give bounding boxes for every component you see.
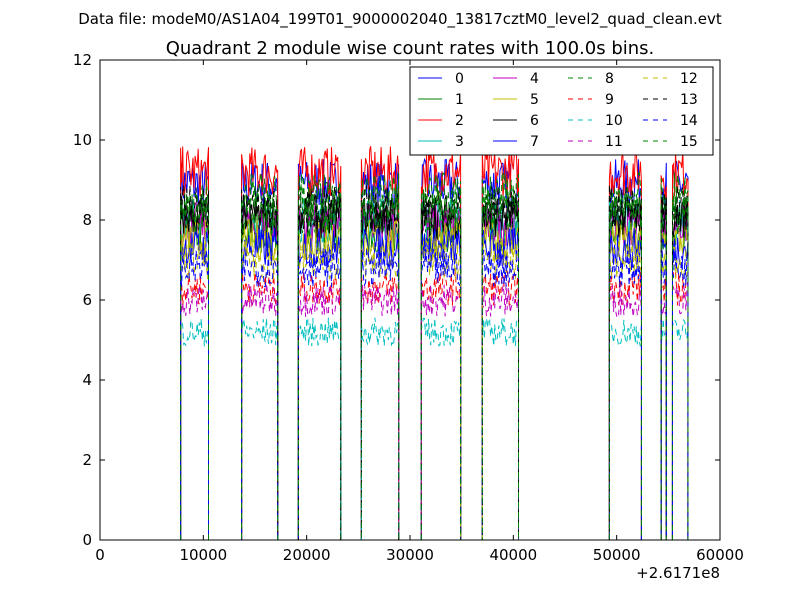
series-line-5 xyxy=(100,218,720,541)
data-file-header: Data file: modeM0/AS1A04_199T01_90000020… xyxy=(78,10,722,29)
legend-label: 2 xyxy=(455,113,464,129)
y-tick-label: 6 xyxy=(82,291,92,309)
chart-title: Quadrant 2 module wise count rates with … xyxy=(166,38,655,59)
legend-box xyxy=(409,66,714,156)
x-tick-label: 50000 xyxy=(593,546,641,564)
y-tick-label: 8 xyxy=(82,211,92,229)
x-tick-label: 60000 xyxy=(696,546,744,564)
series-line-12 xyxy=(100,238,720,541)
series-line-15 xyxy=(100,171,720,541)
series-line-13 xyxy=(100,184,720,541)
legend-label: 14 xyxy=(680,113,698,129)
legend-label: 6 xyxy=(530,113,539,129)
legend-label: 10 xyxy=(605,113,623,129)
y-tick-label: 10 xyxy=(73,131,92,149)
legend-label: 8 xyxy=(605,71,614,87)
x-tick-label: 30000 xyxy=(386,546,434,564)
series-line-9 xyxy=(100,269,720,541)
x-tick-label: 20000 xyxy=(283,546,331,564)
y-tick-label: 2 xyxy=(82,451,92,469)
series-layer xyxy=(100,146,720,541)
legend-label: 12 xyxy=(680,71,698,87)
y-tick-label: 4 xyxy=(82,371,92,389)
series-line-10 xyxy=(100,316,720,541)
legend-label: 7 xyxy=(530,134,539,150)
legend-label: 15 xyxy=(680,134,698,150)
legend-label: 11 xyxy=(605,134,623,150)
legend-label: 1 xyxy=(455,92,464,108)
legend-label: 9 xyxy=(605,92,614,108)
series-line-14 xyxy=(100,248,720,541)
legend-label: 3 xyxy=(455,134,464,150)
series-line-11 xyxy=(100,283,720,541)
y-tick-label: 12 xyxy=(73,51,92,69)
x-tick-label: 10000 xyxy=(179,546,227,564)
x-tick-label: 40000 xyxy=(489,546,537,564)
x-offset-label: +2.6171e8 xyxy=(636,564,720,582)
legend-label: 5 xyxy=(530,92,539,108)
legend-label: 13 xyxy=(680,92,698,108)
legend-label: 4 xyxy=(530,71,539,87)
x-tick-label: 0 xyxy=(95,546,105,564)
series-line-7 xyxy=(100,227,720,541)
legend-label: 0 xyxy=(455,71,464,87)
y-tick-label: 0 xyxy=(82,531,92,549)
